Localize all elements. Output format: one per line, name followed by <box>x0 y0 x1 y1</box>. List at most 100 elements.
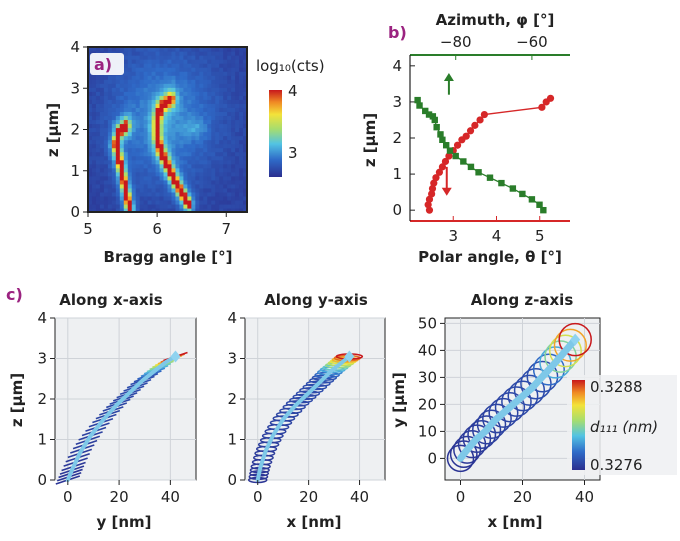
heatmap-cell <box>223 171 228 177</box>
heatmap-cell <box>131 55 137 60</box>
heatmap-cell <box>235 55 240 60</box>
heatmap-cell <box>191 59 196 64</box>
strain-ring <box>553 328 587 362</box>
heatmap-cell <box>175 111 181 117</box>
heatmap-cell <box>143 131 149 137</box>
heatmap-cell <box>199 187 204 193</box>
heatmap-cell <box>187 159 192 165</box>
heatmap-cell <box>123 71 129 76</box>
heatmap-cell <box>163 59 169 64</box>
heatmap-cell <box>239 71 244 76</box>
heatmap-cell <box>111 167 117 173</box>
heatmap-cell <box>131 143 137 149</box>
heatmap-cell <box>107 203 113 209</box>
heatmap-cell <box>151 87 157 92</box>
heatmap-cell <box>219 99 224 104</box>
heatmap-cell <box>203 115 208 121</box>
heatmap-cell <box>203 131 208 137</box>
heatmap-cell <box>159 163 165 169</box>
heatmap-cell <box>231 115 236 121</box>
heatmap-cell <box>215 155 220 161</box>
heatmap-cell <box>127 179 133 185</box>
heatmap-cell <box>183 119 188 125</box>
heatmap-cell <box>163 123 169 129</box>
heatmap-cell <box>199 107 204 112</box>
heatmap-cell <box>88 83 93 88</box>
heatmap-cell <box>203 139 208 145</box>
heatmap-cell <box>227 191 232 197</box>
heatmap-cell <box>219 199 224 205</box>
heatmap-cell <box>95 119 101 125</box>
heatmap-cell <box>115 87 121 92</box>
heatmap-cell <box>139 127 145 133</box>
heatmap-cell <box>147 199 153 205</box>
heatmap-cell <box>99 123 105 129</box>
heatmap-cell <box>103 87 109 92</box>
heatmap-cell <box>231 107 236 112</box>
heatmap-cell <box>211 191 216 197</box>
heatmap-cell <box>95 99 101 104</box>
heatmap-cell <box>107 103 113 108</box>
heatmap-cell <box>175 107 181 112</box>
heatmap-cell <box>91 191 97 197</box>
heatmap-cell <box>231 51 236 56</box>
heatmap-cell <box>195 59 200 64</box>
heatmap-cell <box>175 119 181 125</box>
heatmap-cell <box>215 99 220 104</box>
heatmap-cell <box>243 187 247 193</box>
heatmap-cell <box>203 163 208 169</box>
heatmap-cell <box>163 187 169 193</box>
heatmap-cell <box>88 139 93 145</box>
heatmap-cell <box>211 195 216 201</box>
heatmap-cell <box>143 63 149 68</box>
heatmap-cell <box>195 159 200 165</box>
heatmap-cell <box>139 207 145 212</box>
heatmap-cell <box>143 99 149 104</box>
heatmap-cell <box>123 59 129 64</box>
heatmap-cell <box>239 207 244 212</box>
heatmap-cell <box>88 123 93 129</box>
heatmap-cell <box>231 155 236 161</box>
heatmap-cell <box>103 207 109 212</box>
heatmap-cell <box>139 107 145 112</box>
heatmap-cell <box>191 199 196 205</box>
heatmap-cell <box>127 123 133 129</box>
heatmap-cell <box>239 139 244 145</box>
heatmap-cell <box>91 83 97 88</box>
heatmap-cell <box>155 55 161 60</box>
heatmap-cell <box>143 135 149 141</box>
heatmap-cell <box>223 155 228 161</box>
heatmap-cell <box>243 131 247 137</box>
heatmap-cell <box>91 111 97 117</box>
heatmap-cell <box>99 91 105 96</box>
heatmap-cell <box>187 123 192 129</box>
heatmap-cell <box>115 195 121 201</box>
heatmap-cell <box>191 139 196 145</box>
heatmap-cell <box>91 127 97 133</box>
heatmap-cell <box>239 155 244 161</box>
heatmap-cell <box>143 111 149 117</box>
heatmap-cell <box>231 139 236 145</box>
heatmap-cell <box>123 203 129 209</box>
y-tick-label: 3 <box>392 93 402 111</box>
heatmap-cell <box>199 123 204 129</box>
heatmap-cell <box>163 175 169 181</box>
heatmap-cell <box>183 55 188 60</box>
heatmap-cell <box>219 71 224 76</box>
heatmap-cell <box>159 155 165 161</box>
heatmap-cell <box>155 199 161 205</box>
heatmap-cell <box>143 107 149 112</box>
heatmap-cell <box>191 91 196 96</box>
heatmap-cell <box>167 95 173 100</box>
heatmap-cell <box>88 195 93 201</box>
heatmap-cell <box>111 107 117 112</box>
heatmap-cell <box>91 131 97 137</box>
heatmap-cell <box>139 175 145 181</box>
heatmap-cell <box>223 95 228 100</box>
heatmap-cell <box>211 47 216 52</box>
heatmap-cell <box>119 143 125 149</box>
heatmap-cell <box>167 123 173 129</box>
heatmap-cell <box>191 131 196 137</box>
panel-c3-colorbar-max: 0.3288 <box>590 378 643 396</box>
heatmap-cell <box>91 75 97 80</box>
